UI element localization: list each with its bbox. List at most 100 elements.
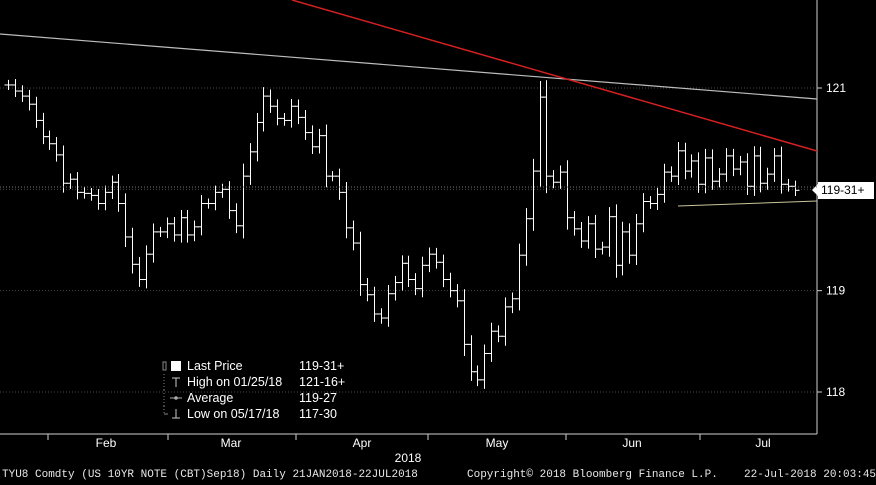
price-bar <box>280 113 289 126</box>
x-tick-label: Jun <box>622 436 641 450</box>
price-bar <box>197 194 206 236</box>
price-bar <box>328 171 337 182</box>
price-bar <box>108 175 117 199</box>
price-bar <box>239 163 248 239</box>
price-bar <box>736 155 745 176</box>
price-bar <box>163 217 172 239</box>
legend-square-icon <box>162 361 181 371</box>
price-bar <box>218 183 227 198</box>
trend-line-support <box>677 200 818 207</box>
price-bar <box>73 172 82 200</box>
price-bar <box>225 181 234 219</box>
price-bar <box>294 99 303 125</box>
price-bar <box>660 163 669 203</box>
price-bar <box>142 245 151 289</box>
price-bar <box>729 148 738 177</box>
price-bar <box>404 255 413 288</box>
price-bar <box>681 142 690 180</box>
price-bar <box>494 325 503 343</box>
price-bar <box>687 154 696 178</box>
price-bar <box>542 80 551 194</box>
high-marker-icon <box>163 374 180 390</box>
price-bar <box>391 275 400 301</box>
price-bar <box>356 231 365 296</box>
price-bar <box>315 128 324 154</box>
price-bar <box>45 130 54 150</box>
price-bar <box>59 145 68 193</box>
price-bar <box>190 220 199 242</box>
price-bar <box>25 89 34 111</box>
price-bar <box>411 273 420 296</box>
copyright-text: Copyright© 2018 Bloomberg Finance L.P. <box>467 469 718 481</box>
ticker-description: TYU8 Comdty (US 10YR NOTE (CBT)Sep18) Da… <box>2 469 418 481</box>
price-bar <box>570 210 579 236</box>
price-bar <box>39 112 48 145</box>
price-bar <box>501 297 510 346</box>
price-bar <box>232 203 241 234</box>
price-bar <box>632 214 641 265</box>
price-bar <box>349 220 358 251</box>
price-bar <box>584 216 593 249</box>
trend-line-red <box>291 0 818 152</box>
price-bar <box>563 160 572 230</box>
price-chart: 118 119 121 Feb Mar Apr May Jun Jul 2018 <box>0 0 846 465</box>
price-bar <box>508 292 517 314</box>
price-bar <box>777 146 786 194</box>
price-bar <box>784 178 793 192</box>
price-bar <box>66 173 75 189</box>
price-bar <box>460 289 469 356</box>
price-bar <box>439 254 448 288</box>
price-bar <box>418 256 427 298</box>
price-bar <box>32 96 41 128</box>
x-tick-label: Jul <box>755 436 770 450</box>
price-bar <box>639 193 648 233</box>
price-bar <box>750 146 759 196</box>
price-bar <box>4 79 13 91</box>
y-tick-label: 121 <box>826 81 846 95</box>
price-bar <box>301 110 310 140</box>
price-bar <box>467 335 476 381</box>
price-bar <box>591 214 600 258</box>
price-bar <box>308 125 317 154</box>
price-bar <box>674 141 683 186</box>
price-bar <box>722 148 731 182</box>
price-bar <box>667 166 676 182</box>
price-bar <box>121 193 130 248</box>
price-bar <box>708 149 717 190</box>
price-bar <box>398 255 407 291</box>
low-marker-icon <box>163 406 180 419</box>
price-bar <box>770 148 779 182</box>
price-bar <box>18 85 27 102</box>
price-bar <box>756 146 765 193</box>
price-bar <box>363 278 372 302</box>
price-bar <box>694 152 703 193</box>
price-bar <box>715 168 724 188</box>
price-bar <box>170 217 179 242</box>
last-price-badge: 119-31+ <box>818 182 874 199</box>
price-bar <box>480 344 489 389</box>
price-bar <box>425 247 434 273</box>
price-bar <box>646 196 655 209</box>
price-bar <box>149 223 158 263</box>
price-bar <box>384 284 393 327</box>
price-bar <box>763 167 772 190</box>
price-bar <box>487 322 496 362</box>
x-tick-label: Mar <box>221 436 242 450</box>
price-bar <box>577 221 586 248</box>
price-bar <box>287 99 296 128</box>
price-bar <box>612 204 621 278</box>
timestamp: 22-Jul-2018 20:03:45 <box>744 469 876 481</box>
price-bar <box>266 89 275 113</box>
price-bar <box>335 168 344 200</box>
price-bar <box>322 124 331 188</box>
price-bar <box>549 170 558 189</box>
price-bar <box>114 173 123 212</box>
price-bar <box>473 365 482 387</box>
price-bar <box>653 187 662 210</box>
price-bar <box>128 227 137 274</box>
price-bar <box>211 185 220 211</box>
average-marker-icon <box>163 390 182 406</box>
price-bar <box>273 99 282 126</box>
chart-footer: TYU8 Comdty (US 10YR NOTE (CBT)Sep18) Da… <box>0 466 876 485</box>
price-bar <box>156 226 165 237</box>
